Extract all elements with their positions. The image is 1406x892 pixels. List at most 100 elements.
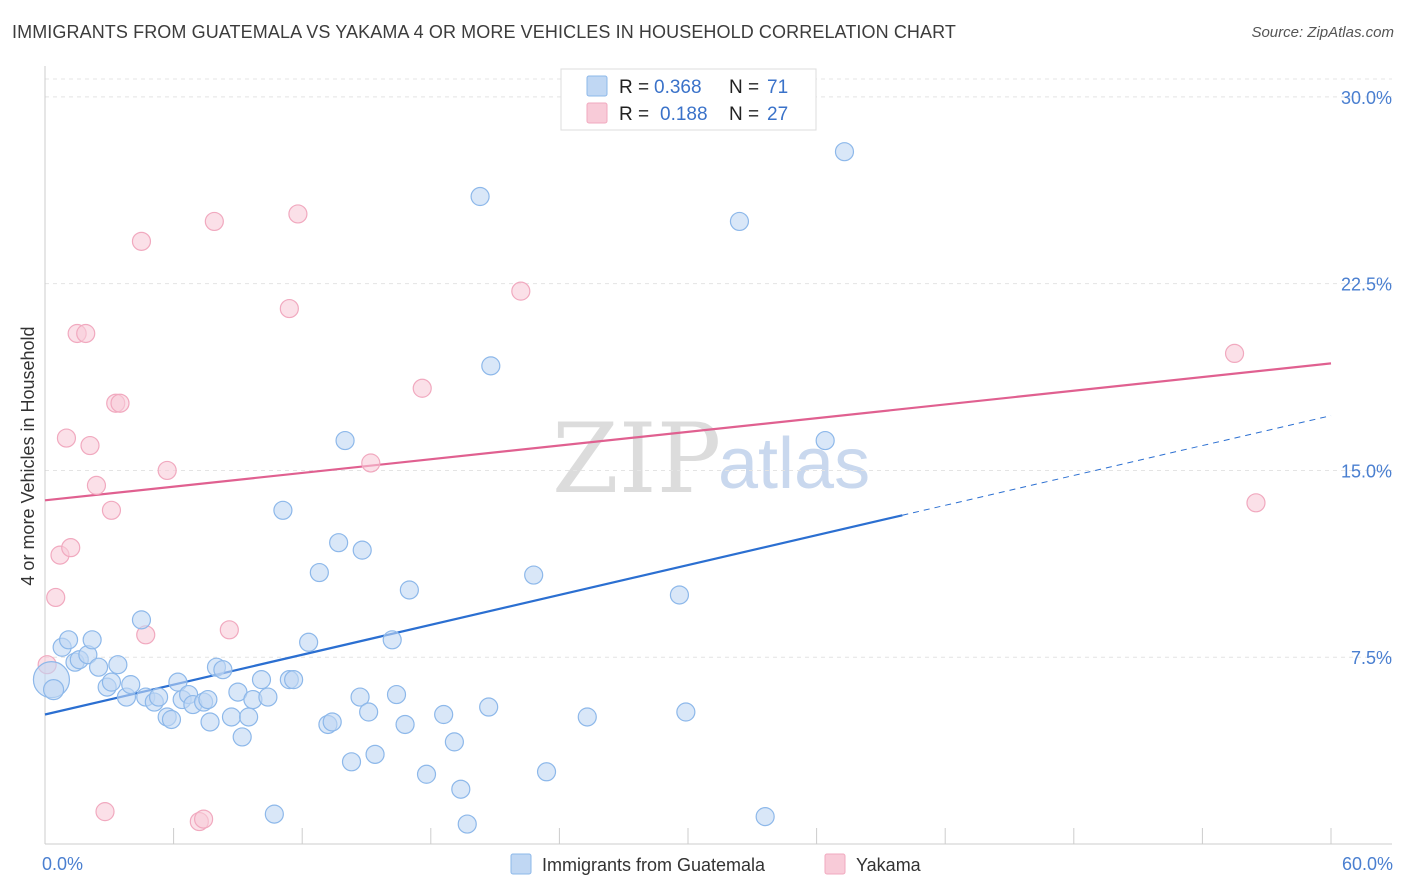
guatemala-point [470,186,490,207]
guatemala-point [457,814,477,834]
stats-n-yakama: 27 [767,104,788,125]
trend-line-1 [44,362,1332,502]
guatemala-point [395,714,415,735]
yakama-point [95,802,115,822]
legend-label-yakama: Yakama [856,855,922,875]
guatemala-point [481,356,501,376]
yakama-point [110,393,130,413]
legend-swatch-yakama [824,853,846,875]
watermark: ZIP atlas [552,403,870,515]
stats-n-label-yakama: N = [729,104,759,125]
trend-lines [44,362,1332,716]
yakama-point [194,809,214,829]
guatemala-point [352,540,372,560]
legend-swatch-guatemala [510,853,532,875]
yakama-point [204,211,224,232]
guatemala-point [58,630,79,650]
guatemala-point [42,678,65,701]
guatemala-point [264,804,284,824]
guatemala-point [101,672,122,692]
guatemala-point [108,655,128,675]
stats-r-label-yakama: R = [619,104,649,125]
yakama-point [131,231,152,251]
guatemala-point [729,211,750,232]
guatemala-point [341,752,362,772]
watermark-atlas: atlas [718,424,870,504]
y-tick-label: 7.5% [1351,648,1392,668]
tick-labels: 7.5% 15.0% 22.5% 30.0% 0.0% 60.0% [42,88,1393,874]
yakama-point [56,428,77,448]
y-tick-label: 22.5% [1341,275,1392,295]
source-credit: Source: ZipAtlas.com [1251,24,1394,41]
guatemala-point [815,430,835,451]
guatemala-point [536,762,557,782]
yakama-point [46,587,66,608]
guatemala-point [251,670,272,690]
trend-line-0 [44,514,903,716]
guatemala-point [524,565,544,585]
guatemala-point [444,732,464,752]
y-axis-label: 4 or more Vehicles in Household [18,326,38,585]
yakama-point [219,620,239,640]
guatemala-point [669,585,690,605]
y-tick-label: 15.0% [1341,461,1392,481]
guatemala-point [386,684,407,705]
guatemala-point [834,142,855,162]
guatemala-point [284,670,304,690]
data-points [32,142,1266,834]
guatemala-point [322,712,342,732]
yakama-point [361,453,381,473]
yakama-point [288,204,308,224]
yakama-point [1246,493,1266,513]
guatemala-point [258,687,278,707]
guatemala-point [121,675,141,695]
yakama-point [80,435,100,456]
guatemala-point [309,562,329,583]
yakama-point [157,460,177,481]
stats-n-guatemala: 71 [767,77,788,98]
yakama-point [76,323,96,344]
chart-title: IMMIGRANTS FROM GUATEMALA VS YAKAMA 4 OR… [12,22,956,42]
yakama-point [86,475,107,495]
guatemala-point [479,697,499,717]
guatemala-point [416,764,437,784]
guatemala-point [273,500,293,520]
guatemala-point [451,779,471,799]
x-tick-label: 0.0% [42,854,83,874]
guatemala-point [329,533,349,553]
guatemala-point [399,580,419,600]
stats-swatch-yakama [586,102,608,124]
guatemala-point [676,702,696,722]
guatemala-point [131,610,152,630]
guatemala-point [232,727,252,747]
stats-n-label-guatemala: N = [729,77,759,98]
guatemala-point [365,744,385,764]
yakama-point [101,500,122,520]
watermark-zip: ZIP [552,403,721,515]
guatemala-point [148,687,169,707]
guatemala-point [198,689,218,710]
yakama-point [412,378,432,398]
guatemala-point [382,630,402,650]
guatemala-point [213,660,233,680]
legend-label-guatemala: Immigrants from Guatemala [542,855,766,875]
grid-lines [45,78,1392,658]
yakama-point [1224,343,1245,364]
yakama-point [511,281,531,301]
stats-r-yakama: 0.188 [660,104,708,125]
bottom-legend: Immigrants from Guatemala Yakama [510,853,922,875]
guatemala-point [350,687,370,707]
guatemala-point [359,702,379,722]
guatemala-point [82,630,102,650]
guatemala-point [239,707,259,727]
guatemala-point [161,709,182,730]
stats-r-guatemala: 0.368 [654,77,702,98]
guatemala-point [335,430,355,451]
guatemala-point [755,807,775,827]
trend-line-extension-0 [902,415,1332,516]
guatemala-point [577,707,597,727]
guatemala-point [434,704,454,725]
guatemala-point [221,707,242,727]
guatemala-point [299,632,319,652]
